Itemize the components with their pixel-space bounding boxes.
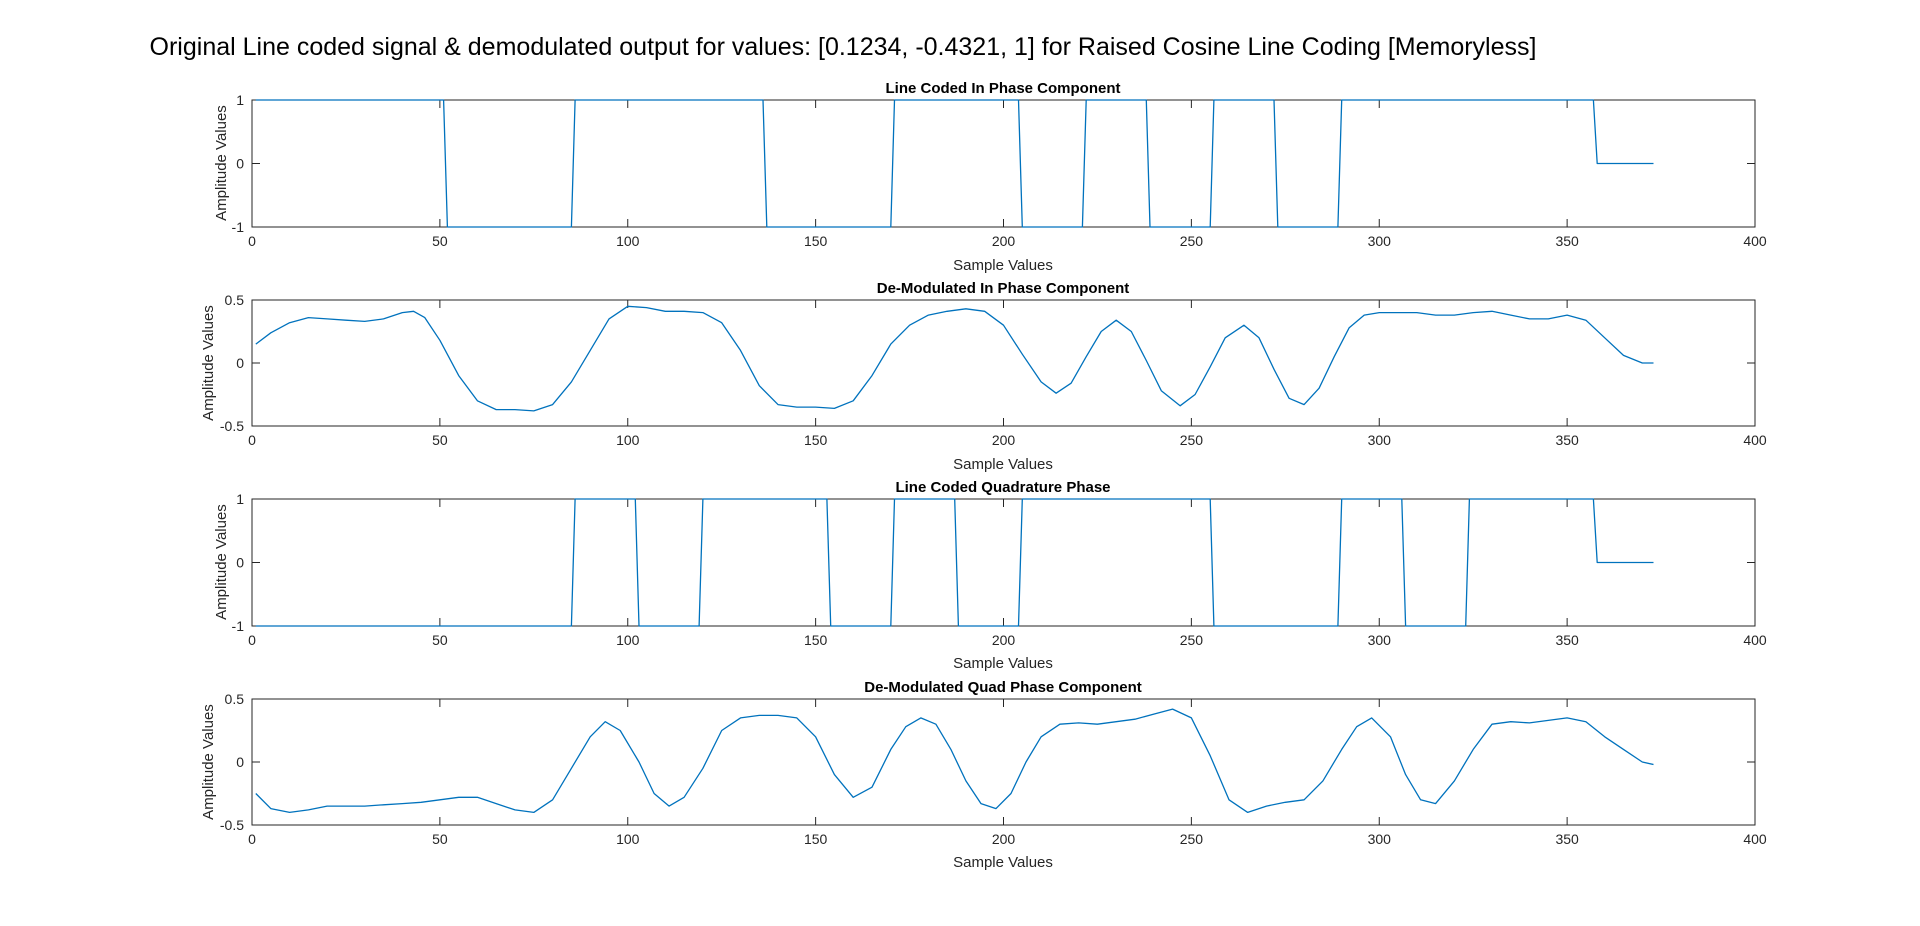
x-axis-label: Sample Values: [953, 257, 1053, 274]
x-axis-label: Sample Values: [953, 655, 1053, 672]
y-tick-label: -1: [232, 618, 245, 634]
x-tick-label: 400: [1743, 233, 1767, 249]
x-tick-label: 350: [1555, 632, 1579, 648]
series-line: [255, 99, 1654, 228]
x-tick-label: 350: [1555, 831, 1579, 847]
axes-box: [251, 698, 1756, 826]
y-tick-label: 1: [236, 491, 244, 507]
axes-box: [251, 99, 1756, 228]
x-tick-label: 0: [248, 233, 256, 249]
y-tick-label: 0: [236, 355, 244, 371]
x-tick-label: 400: [1743, 632, 1767, 648]
subplot-quadrature-demodulated: 0 50 100 150 200 250 300 350 400 -0.500.5 De-Mod…: [200, 679, 1767, 871]
x-tick-label: 50: [432, 233, 448, 249]
tick-marks: [251, 299, 1756, 427]
x-tick-label: 300: [1368, 233, 1392, 249]
x-tick-label: 100: [616, 632, 640, 648]
x-tick-label: 300: [1368, 831, 1392, 847]
subplot-inphase-linecoded: 0 50 100 150 200 250 300 350 400 -101 Line Coded…: [213, 80, 1767, 274]
subplot-title: De-Modulated In Phase Component: [877, 280, 1130, 297]
x-tick-label: 100: [616, 831, 640, 847]
x-tick-label: 150: [804, 632, 828, 648]
x-tick-label: 0: [248, 432, 256, 448]
y-tick-label: 0: [236, 555, 244, 571]
x-tick-labels: 0 50 100 150 200 250 300 350 400: [248, 233, 1767, 249]
series-group: [255, 305, 1654, 412]
x-tick-label: 50: [432, 432, 448, 448]
x-axis-label: Sample Values: [953, 854, 1053, 871]
x-tick-labels: 0 50 100 150 200 250 300 350 400: [248, 632, 1767, 648]
series-group: [255, 498, 1654, 627]
x-tick-label: 300: [1368, 432, 1392, 448]
y-axis-label: Amplitude Values: [213, 105, 230, 221]
x-tick-label: 0: [248, 632, 256, 648]
x-tick-label: 100: [616, 233, 640, 249]
subplot-title: De-Modulated Quad Phase Component: [864, 679, 1142, 696]
x-tick-labels: 0 50 100 150 200 250 300 350 400: [248, 831, 1767, 847]
x-tick-label: 200: [992, 432, 1016, 448]
x-tick-label: 150: [804, 233, 828, 249]
y-tick-labels: -0.5 0 0.5: [220, 691, 244, 833]
series-group: [255, 99, 1654, 228]
x-tick-label: 100: [616, 432, 640, 448]
x-tick-label: 250: [1180, 831, 1204, 847]
subplot-title: Line Coded In Phase Component: [885, 80, 1120, 97]
x-tick-label: 250: [1180, 233, 1204, 249]
tick-marks: [251, 498, 1756, 627]
y-tick-labels: -0.5 0 0.5: [220, 292, 244, 434]
y-tick-label: -1: [232, 219, 245, 235]
x-tick-label: 50: [432, 831, 448, 847]
x-tick-label: 250: [1180, 632, 1204, 648]
y-axis-label: Amplitude Values: [200, 704, 217, 820]
y-tick-label: 0: [236, 156, 244, 172]
y-axis-label: Amplitude Values: [213, 504, 230, 620]
axes-box: [251, 498, 1756, 627]
x-tick-label: 200: [992, 233, 1016, 249]
x-tick-label: 300: [1368, 632, 1392, 648]
y-tick-label: 1: [236, 92, 244, 108]
figure-title: Original Line coded signal & demodulated…: [150, 33, 1537, 61]
x-tick-label: 150: [804, 831, 828, 847]
subplot-quadrature-linecoded: 0 50 100 150 200 250 300 350 400 -101 Line Coded…: [213, 479, 1767, 672]
y-tick-labels: -1 0 1: [232, 491, 245, 634]
x-tick-label: 350: [1555, 233, 1579, 249]
series-line: [255, 708, 1654, 814]
x-tick-labels: 0 50 100 150 200 250 300 350 400: [248, 432, 1767, 448]
y-tick-label: 0.5: [225, 691, 245, 707]
subplot-inphase-demodulated: 0 50 100 150 200 250 300 350 400 -0.500.5 De-Mod…: [200, 280, 1767, 473]
x-tick-label: 400: [1743, 432, 1767, 448]
subplot-title: Line Coded Quadrature Phase: [895, 479, 1110, 496]
y-tick-label: 0.5: [225, 292, 245, 308]
y-axis-label: Amplitude Values: [200, 305, 217, 421]
y-tick-label: -0.5: [220, 817, 244, 833]
y-tick-labels: -1 0 1: [232, 92, 245, 235]
tick-marks: [251, 698, 1756, 826]
series-group: [255, 708, 1654, 814]
x-tick-label: 0: [248, 831, 256, 847]
x-tick-label: 400: [1743, 831, 1767, 847]
x-tick-label: 50: [432, 632, 448, 648]
x-tick-label: 150: [804, 432, 828, 448]
x-tick-label: 200: [992, 831, 1016, 847]
x-tick-label: 350: [1555, 432, 1579, 448]
x-tick-label: 200: [992, 632, 1016, 648]
series-line: [255, 305, 1654, 412]
x-tick-label: 250: [1180, 432, 1204, 448]
series-line: [255, 498, 1654, 627]
x-axis-label: Sample Values: [953, 456, 1053, 473]
y-tick-label: -0.5: [220, 418, 244, 434]
y-tick-label: 0: [236, 754, 244, 770]
